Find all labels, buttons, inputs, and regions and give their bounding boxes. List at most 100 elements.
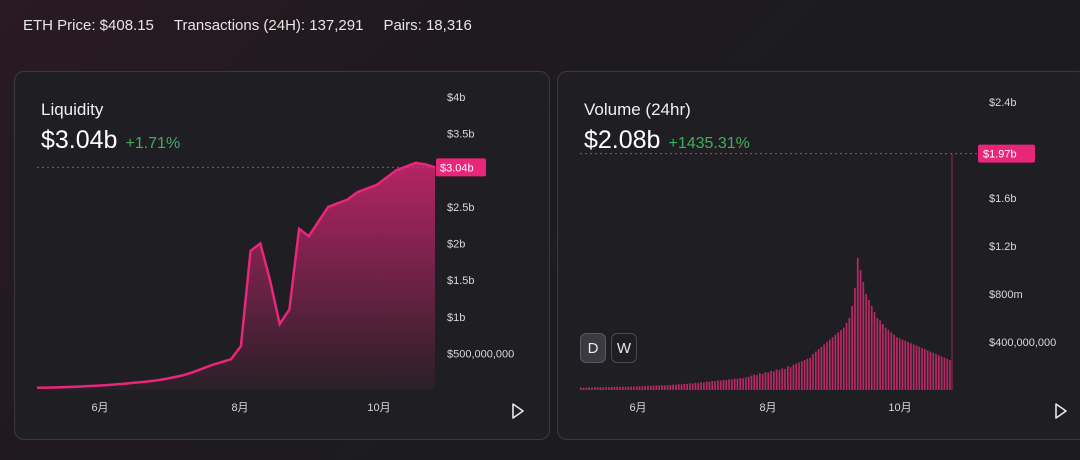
volume-bar <box>940 356 943 390</box>
volume-bar <box>828 339 831 390</box>
volume-bar <box>848 318 851 390</box>
volume-bar <box>756 375 758 390</box>
volume-bar <box>798 362 800 390</box>
volume-bar <box>901 339 904 390</box>
volume-y-tick: $400,000,000 <box>989 337 1056 349</box>
volume-bar <box>907 342 909 390</box>
liquidity-title: Liquidity <box>41 100 104 119</box>
volume-bar <box>924 349 926 390</box>
volume-x-axis: 6月 8月 10月 <box>629 402 911 414</box>
liquidity-y-tick: $2b <box>447 239 465 251</box>
play-icon[interactable] <box>1054 403 1068 419</box>
volume-bar <box>789 367 792 390</box>
volume-bar <box>602 387 605 390</box>
volume-bar <box>711 381 714 390</box>
volume-bar <box>627 386 630 390</box>
volume-bar <box>854 288 856 390</box>
play-icon[interactable] <box>511 403 525 419</box>
volume-bar <box>809 357 812 390</box>
liquidity-card: Liquidity $3.04b+1.71% $4b$3.5b$3b$2.5b$… <box>14 71 550 440</box>
volume-bar <box>870 306 873 390</box>
liquidity-y-tick: $3.5b <box>447 129 475 141</box>
volume-chart[interactable]: $2.4b $1.6b $1.2b $800m $400,000,000 6月 8月 10月… <box>558 72 1080 440</box>
volume-bar <box>599 387 602 390</box>
volume-bar <box>932 352 935 390</box>
volume-bar <box>661 385 663 390</box>
volume-y-axis: $2.4b $1.6b $1.2b $800m $400,000,000 <box>989 97 1056 349</box>
volume-bar <box>733 378 736 390</box>
volume-bar <box>884 327 887 390</box>
volume-bar <box>624 386 627 390</box>
volume-current-tag-label: $1.97b <box>983 149 1017 161</box>
volume-bar <box>739 378 742 390</box>
volume-bar <box>607 387 610 390</box>
liquidity-area <box>37 162 435 390</box>
volume-bar <box>697 383 700 390</box>
liquidity-chart[interactable]: $4b$3.5b$3b$2.5b$2b$1.5b$1b$500,000,000 … <box>15 72 550 440</box>
volume-bar <box>904 340 907 390</box>
volume-bar <box>585 387 588 390</box>
volume-bar <box>800 361 803 390</box>
volume-bar <box>680 384 683 390</box>
volume-bar <box>887 330 890 390</box>
volume-title: Volume (24hr) <box>584 100 691 119</box>
liquidity-area-group <box>36 161 436 390</box>
volume-bar <box>761 373 764 390</box>
volume-bar <box>719 380 722 390</box>
volume-bar <box>753 374 756 390</box>
volume-bar <box>745 377 747 390</box>
volume-bar <box>772 371 775 390</box>
volume-bar <box>700 382 702 390</box>
volume-bar <box>638 386 641 390</box>
volume-bar <box>722 379 725 390</box>
volume-bar <box>826 342 828 390</box>
volume-bar <box>831 337 834 390</box>
volume-current-tag: $1.97b <box>978 144 1035 163</box>
period-button-week[interactable]: W <box>611 333 637 363</box>
volume-bar <box>938 355 940 390</box>
volume-bar <box>893 334 895 390</box>
volume-bar <box>703 382 705 390</box>
volume-bar <box>820 346 823 390</box>
liquidity-x-tick: 6月 <box>91 402 108 414</box>
liquidity-value: $3.04b <box>41 126 118 154</box>
volume-bar <box>837 332 839 390</box>
volume-bar <box>851 306 853 390</box>
volume-bar <box>770 370 772 390</box>
liquidity-y-axis: $4b$3.5b$3b$2.5b$2b$1.5b$1b$500,000,000 <box>447 92 514 360</box>
volume-bar <box>663 385 666 390</box>
volume-bar <box>686 384 688 390</box>
volume-bar <box>823 344 826 390</box>
volume-bar <box>621 386 624 390</box>
volume-x-tick: 10月 <box>888 402 911 414</box>
liquidity-x-tick: 10月 <box>367 402 390 414</box>
volume-bar <box>806 358 809 390</box>
volume-bar <box>708 381 711 390</box>
volume-y-tick: $2.4b <box>989 97 1017 109</box>
volume-bar <box>613 387 616 390</box>
volume-bar <box>717 380 719 390</box>
volume-bar <box>781 368 784 390</box>
liquidity-y-tick: $2.5b <box>447 202 475 214</box>
volume-y-tick: $800m <box>989 289 1023 301</box>
liquidity-y-tick: $4b <box>447 92 465 104</box>
volume-bar <box>616 386 619 390</box>
volume-bar <box>792 364 795 390</box>
volume-x-tick: 8月 <box>759 402 776 414</box>
stats-bar: ETH Price: $408.15 Transactions (24H): 1… <box>23 17 472 34</box>
volume-bar <box>803 360 806 390</box>
volume-bar <box>795 363 798 390</box>
volume-bar <box>725 380 728 390</box>
volume-bar <box>591 387 593 390</box>
volume-bar <box>834 334 837 390</box>
volume-bar <box>694 382 697 390</box>
volume-bar <box>705 381 708 390</box>
volume-bar <box>817 349 820 390</box>
volume-bar <box>580 387 582 390</box>
volume-bar <box>784 369 786 390</box>
pairs-count: Pairs: 18,316 <box>383 17 472 34</box>
volume-value-row: $2.08b +1435.31% <box>584 126 750 155</box>
volume-bar <box>845 322 848 390</box>
period-button-day[interactable]: D <box>580 333 606 363</box>
volume-bar <box>898 338 901 390</box>
